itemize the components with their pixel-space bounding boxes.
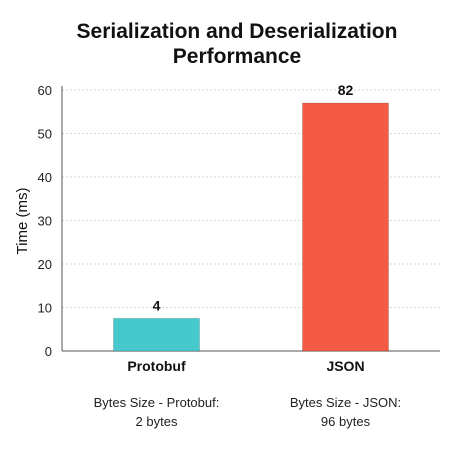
bytes-size-note-protobuf-line-1: Bytes Size - Protobuf: — [94, 395, 220, 410]
bar-protobuf — [113, 317, 200, 352]
x-tick-label-protobuf: Protobuf — [127, 358, 186, 374]
chart-title-line-2: Performance — [173, 45, 301, 68]
bytes-size-note-json-line-1: Bytes Size - JSON: — [290, 395, 401, 410]
y-tick-label-40: 40 — [38, 170, 52, 185]
bars — [113, 102, 389, 352]
y-axis-label: Time (ms) — [14, 188, 31, 255]
bar-json — [302, 102, 389, 352]
bytes-size-note-json-line-2: 96 bytes — [321, 414, 371, 429]
bytes-size-note-protobuf-line-2: 2 bytes — [136, 414, 178, 429]
y-tick-label-0: 0 — [45, 344, 52, 359]
labels: 0 10 20 30 40 50 60 4 Protobuf Bytes Size - Proto… — [38, 82, 402, 429]
chart-title-line-1: Serialization and Deserialization — [77, 20, 398, 43]
y-tick-label-50: 50 — [38, 127, 52, 142]
data-label-protobuf: 4 — [153, 297, 161, 313]
y-tick-label-20: 20 — [38, 257, 52, 272]
x-tick-label-json: JSON — [326, 358, 364, 374]
y-tick-label-10: 10 — [38, 301, 52, 316]
y-tick-label-30: 30 — [38, 214, 52, 229]
data-label-json: 82 — [338, 82, 354, 98]
y-tick-label-60: 60 — [38, 83, 52, 98]
